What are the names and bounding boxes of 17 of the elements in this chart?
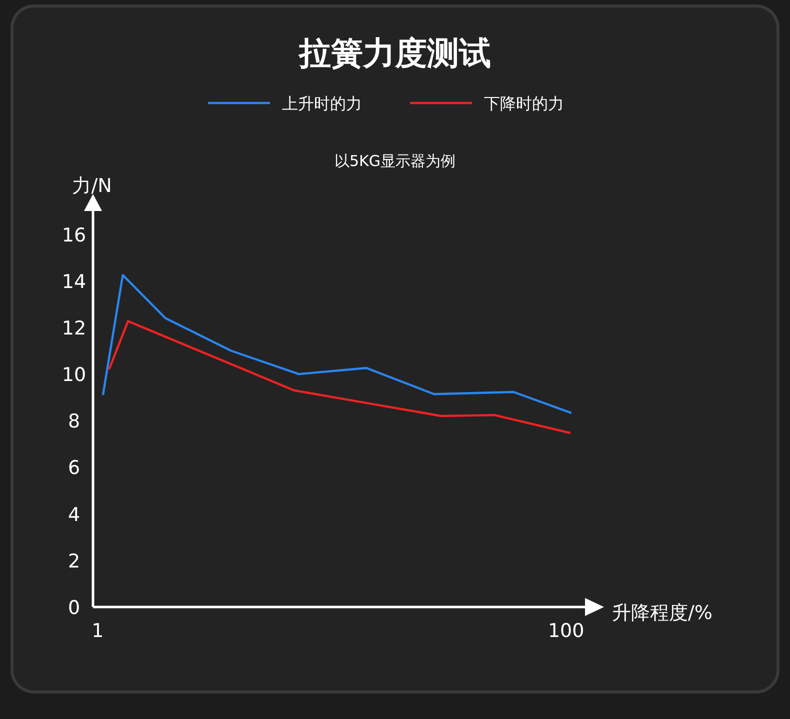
chart-title: 拉簧力度测试 xyxy=(298,34,491,72)
x-axis-title: 升降程度/% xyxy=(612,602,712,624)
chart-subtitle: 以5KG显示器为例 xyxy=(334,152,456,170)
y-tick-label: 2 xyxy=(68,550,80,572)
y-tick-label: 10 xyxy=(62,364,86,386)
x-tick-label: 100 xyxy=(548,620,584,642)
y-tick-label: 14 xyxy=(62,270,86,293)
legend-label: 上升时的力 xyxy=(282,94,362,113)
y-axis-title: 力/N xyxy=(72,175,112,197)
y-tick-label: 6 xyxy=(68,457,80,480)
y-tick-label: 16 xyxy=(62,224,86,246)
legend-label: 下降时的力 xyxy=(484,94,564,113)
y-tick-label: 0 xyxy=(68,597,80,619)
y-tick-label: 4 xyxy=(68,504,80,526)
y-tick-label: 8 xyxy=(68,410,80,433)
y-tick-label: 12 xyxy=(62,317,86,340)
x-tick-label: 1 xyxy=(92,620,104,642)
